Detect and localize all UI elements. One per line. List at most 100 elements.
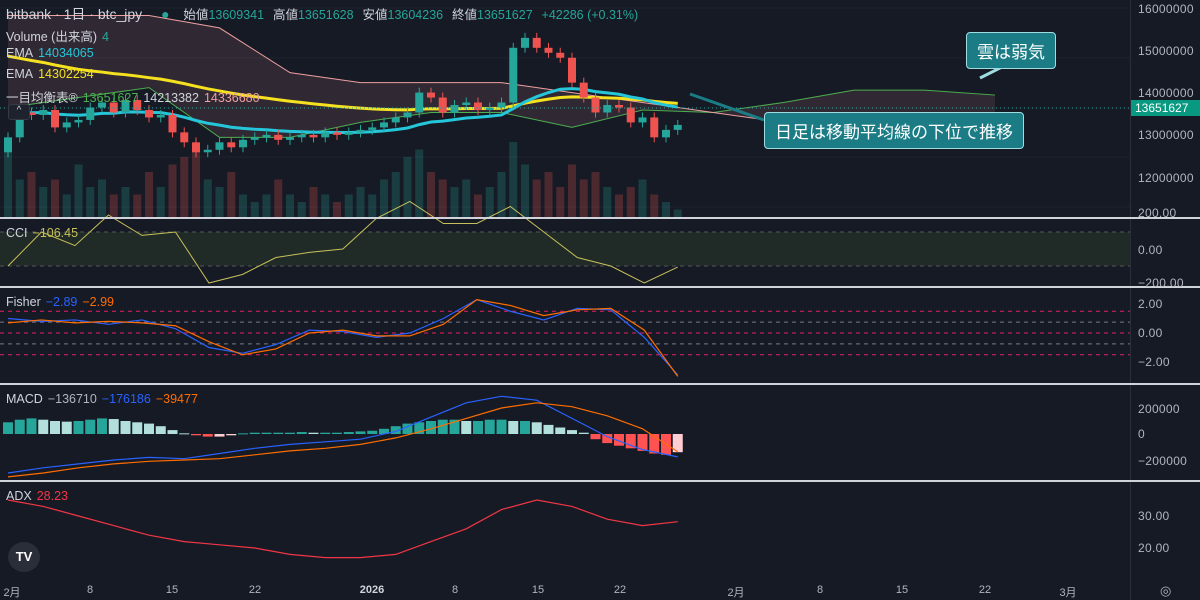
macd-histogram-bar: [578, 432, 589, 434]
volume-bar: [145, 172, 153, 217]
macd-histogram-bar: [461, 421, 472, 434]
time-label: 15: [895, 584, 909, 596]
macd-histogram-bar: [155, 426, 166, 434]
volume-bar: [239, 194, 247, 217]
volume-bar: [215, 187, 224, 217]
macd-histogram-bar: [484, 419, 495, 434]
volume-legend[interactable]: Volume (出来高) 4: [6, 26, 114, 45]
volume-bar: [109, 194, 118, 217]
macd-legend[interactable]: MACD −136710 −176186 −39477: [6, 392, 203, 406]
candle-body: [591, 97, 600, 113]
volume-bar: [650, 194, 659, 217]
eye-icon[interactable]: ◎: [1160, 583, 1172, 598]
ma-annotation[interactable]: 日足は移動平均線の下位で推移: [764, 112, 1024, 149]
volume-bar: [579, 179, 588, 217]
volume-bar: [427, 172, 435, 217]
fisher-value: −2.89: [45, 295, 78, 309]
macd-histogram-bar: [167, 430, 178, 434]
ichimoku-value: 14213382: [143, 91, 199, 105]
candle-body: [650, 117, 659, 138]
volume-bar: [438, 179, 447, 217]
close-label: 終値: [452, 8, 478, 22]
pane-separator[interactable]: [0, 383, 1200, 385]
adx-axis-label: 20.00: [1138, 541, 1170, 555]
fisher-legend[interactable]: Fisher −2.89 −2.99: [6, 295, 119, 309]
chart-canvas[interactable]: [0, 0, 1130, 600]
candle-body: [615, 105, 623, 108]
candle-body: [333, 132, 341, 135]
symbol-legend[interactable]: bitbank · 1日 · btc_jpy ● 始値13609341 高値13…: [6, 4, 643, 24]
pane-separator[interactable]: [0, 286, 1200, 288]
adx-line: [7, 499, 678, 559]
macd-histogram-bar: [473, 421, 483, 434]
cci-value: −106.45: [32, 226, 79, 240]
macd-histogram-bar: [285, 432, 295, 434]
price-label: 12000000: [1138, 171, 1194, 185]
macd-histogram-bar: [520, 421, 530, 434]
macd-histogram-bar: [332, 432, 342, 434]
volume-bar: [333, 202, 341, 217]
macd-histogram-bar: [179, 433, 190, 435]
ema-slow-legend[interactable]: EMA 14302254: [6, 67, 99, 81]
volume-bar: [203, 179, 212, 217]
cci-axis-label: 0.00: [1138, 243, 1163, 257]
pane-separator[interactable]: [0, 480, 1200, 482]
macd-histogram-bar: [296, 432, 307, 434]
candle-body: [638, 117, 647, 123]
cci-legend[interactable]: CCI −106.45: [6, 226, 83, 240]
macd-histogram-bar: [308, 432, 319, 434]
pane-separator[interactable]: [0, 217, 1200, 219]
volume-bar: [532, 179, 541, 217]
volume-bar: [4, 149, 12, 217]
volume-bar: [180, 157, 189, 217]
candle-body: [180, 132, 189, 143]
ema-slow-line: [7, 54, 678, 112]
candle-body: [168, 114, 177, 133]
collapse-legend-button[interactable]: ^: [8, 104, 30, 120]
macd-histogram-bar: [649, 434, 660, 454]
macd-histogram-bar: [379, 428, 389, 434]
volume-bar: [297, 202, 306, 217]
candle-body: [485, 107, 494, 110]
candle-body: [497, 102, 506, 108]
macd-histogram-bar: [273, 432, 284, 434]
adx-legend[interactable]: ADX 28.23: [6, 489, 73, 503]
ichimoku-value: 14336680: [203, 91, 260, 105]
volume-bar: [556, 187, 565, 217]
candle-body: [568, 57, 576, 83]
volume-bar: [603, 187, 612, 217]
candle-body: [286, 137, 294, 140]
ichimoku-legend[interactable]: 一目均衡表® 13651627 14213382 14336680: [6, 87, 265, 106]
macd-histogram-bar: [531, 422, 542, 434]
macd-histogram-bar: [543, 424, 554, 434]
volume-value: 4: [102, 30, 109, 44]
candle-body: [579, 82, 588, 98]
adx-value: 28.23: [36, 489, 68, 503]
candle-body: [427, 92, 435, 98]
volume-bar: [15, 179, 24, 217]
cci-axis-label: −200.00: [1138, 276, 1184, 290]
candle-body: [321, 132, 330, 138]
time-label: 8: [816, 584, 824, 596]
signal-line: [7, 402, 679, 478]
time-label: 3月: [1059, 587, 1077, 599]
tradingview-logo[interactable]: TV: [8, 542, 40, 572]
macd-histogram-bar: [261, 432, 272, 434]
macd-value: −136710: [47, 392, 97, 406]
price-label: 14000000: [1138, 86, 1194, 100]
macd-histogram-bar: [590, 434, 601, 440]
macd-histogram-bar: [437, 419, 448, 434]
volume-bar: [662, 202, 670, 217]
cloud-annotation[interactable]: 雲は弱気: [966, 32, 1056, 69]
candle-body: [309, 134, 318, 138]
current-price-tag: 13651627: [1131, 100, 1200, 116]
candle-body: [98, 102, 106, 108]
candle-body: [297, 134, 306, 138]
candle-body: [391, 117, 400, 123]
ema-fast-legend[interactable]: EMA 14034065: [6, 46, 99, 60]
open-value: 13609341: [208, 8, 265, 22]
volume-bar: [309, 187, 318, 217]
high-value: 13651628: [297, 8, 354, 22]
macd-histogram-bar: [320, 432, 331, 434]
volume-bar: [274, 179, 283, 217]
